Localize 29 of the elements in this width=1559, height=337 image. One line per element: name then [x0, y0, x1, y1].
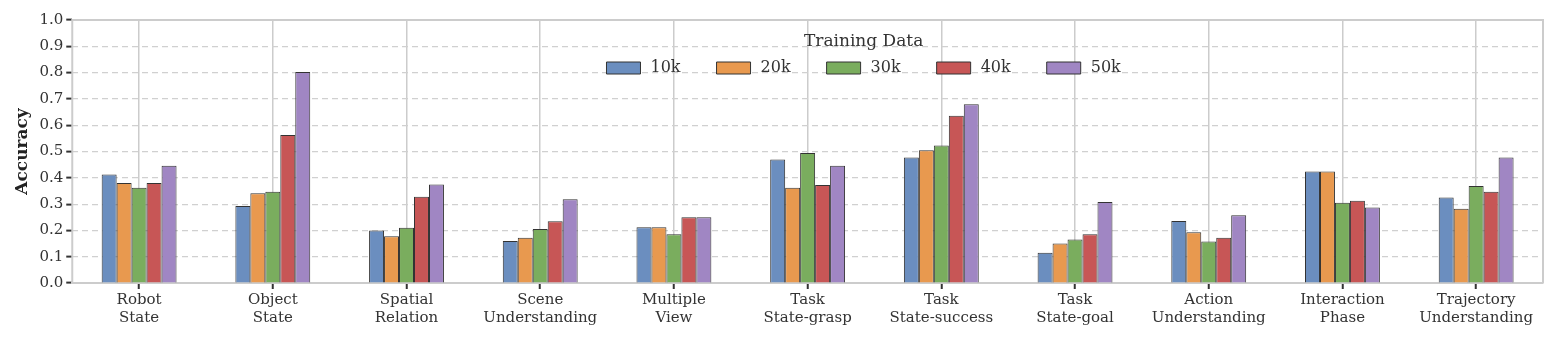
x-tick-label: Task State-success	[889, 289, 994, 326]
y-tick-label: 0.0	[39, 272, 64, 291]
legend-title: Training Data	[803, 30, 924, 51]
y-tick-label: 0.9	[39, 36, 64, 55]
legend-label: 20k	[760, 57, 791, 77]
x-tick-label: Multiple View	[641, 289, 706, 326]
y-tick-label: 0.3	[39, 193, 64, 212]
x-tick-label: Scene Understanding	[483, 289, 598, 326]
x-tick-label: Task State-goal	[1036, 289, 1115, 326]
x-tick-label: Task State-grasp	[763, 289, 852, 326]
x-tick-label: Object State	[247, 289, 298, 326]
y-tick-label: 0.8	[39, 62, 64, 81]
x-tick-label: Robot State	[116, 289, 162, 326]
legend-label: 10k	[650, 57, 681, 77]
legend-label: 50k	[1090, 57, 1122, 77]
x-tick-label: Action Understanding	[1151, 289, 1267, 326]
legend-label: 40k	[980, 57, 1012, 77]
y-tick-label: 1.0	[39, 9, 64, 28]
y-tick-label: 0.4	[39, 167, 64, 186]
y-tick-label: 0.7	[39, 88, 64, 107]
x-tick-label: Spatial Relation	[374, 289, 439, 326]
y-tick-label: 0.2	[39, 220, 64, 239]
x-tick-label: Interaction Phase	[1300, 289, 1386, 326]
y-axis-title: Accuracy	[10, 107, 31, 196]
legend-label: 30k	[870, 57, 901, 77]
y-tick-label: 0.1	[39, 246, 64, 265]
y-tick-label: 0.6	[39, 115, 64, 134]
x-tick-label: Trajectory Understanding	[1419, 289, 1534, 326]
y-tick-label: 0.5	[39, 141, 64, 160]
